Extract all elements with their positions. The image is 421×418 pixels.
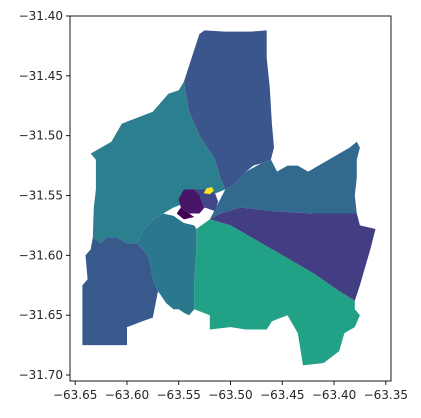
region-east [209,141,360,220]
region-southeast [209,207,376,301]
region-center-hotspot [203,187,214,195]
y-axis: −31.40 −31.45 −31.50 −31.55 −31.60 −31.65 −31.… [19,9,70,382]
region-northwest [90,81,226,244]
y-tick-label: −31.50 [19,129,63,143]
x-tick-label: −63.50 [208,388,252,402]
region-north [183,30,274,190]
x-tick-label: −63.45 [260,388,304,402]
region-far-southwest [82,237,158,346]
region-center-a [178,189,205,214]
y-tick-label: −31.40 [19,9,63,23]
x-axis: −63.65 −63.60 −63.55 −63.50 −63.45 −63.40 −63.… [53,381,408,402]
y-tick-label: −31.55 [19,189,63,203]
map-regions [82,30,376,366]
x-tick-label: −63.55 [157,388,201,402]
x-tick-label: −63.60 [105,388,149,402]
y-tick-label: −31.70 [19,368,63,382]
x-tick-label: −63.65 [53,388,97,402]
x-tick-label: −63.35 [364,388,408,402]
y-tick-label: −31.45 [19,69,63,83]
region-center-c [176,207,195,220]
y-tick-label: −31.60 [19,248,63,262]
region-south [194,219,360,366]
region-southwest [137,213,197,316]
x-tick-label: −63.40 [312,388,356,402]
region-center-b [194,189,219,212]
y-tick-label: −31.65 [19,308,63,322]
